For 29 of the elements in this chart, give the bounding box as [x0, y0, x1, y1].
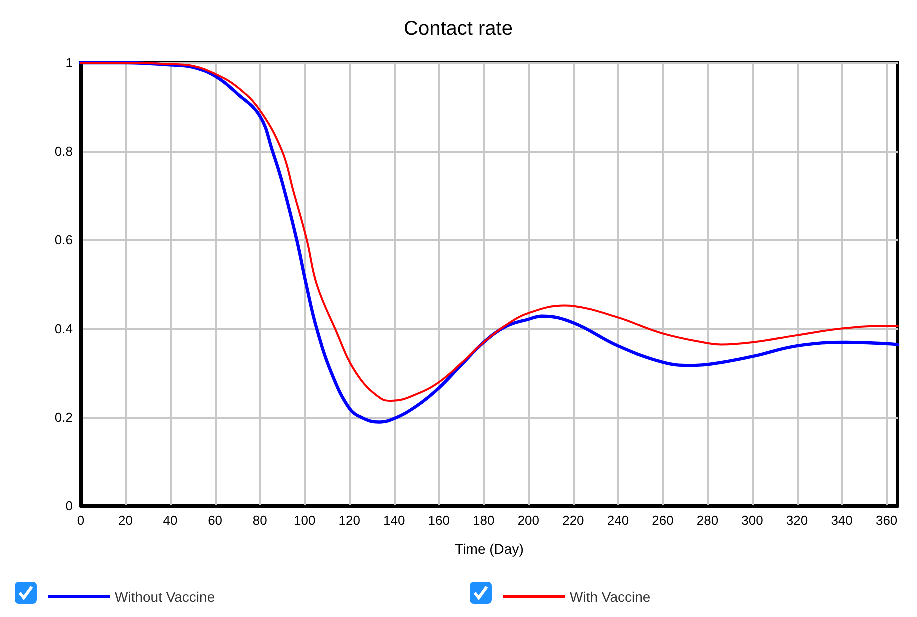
- x-tick-label: 20: [118, 513, 133, 528]
- legend-label: With Vaccine: [570, 589, 651, 605]
- x-tick-label: 260: [652, 513, 674, 528]
- x-tick-label: 280: [696, 513, 719, 528]
- x-tick-label: 80: [252, 513, 268, 528]
- x-tick-label: 240: [607, 513, 630, 528]
- x-tick-label: 360: [876, 513, 898, 528]
- x-tick-label: 340: [831, 513, 853, 528]
- x-tick-label: 60: [208, 513, 223, 528]
- y-tick-label: 0.2: [54, 410, 73, 425]
- x-tick-label: 100: [294, 513, 316, 528]
- y-tick-label: 0.8: [54, 144, 73, 160]
- x-tick-label: 160: [428, 513, 450, 528]
- x-tick-label: 40: [163, 513, 178, 528]
- y-tick-label: 0.4: [54, 321, 73, 336]
- x-tick-label: 320: [786, 513, 808, 528]
- chart-title: Contact rate: [404, 18, 513, 40]
- y-tick-label: 1: [66, 56, 73, 70]
- x-tick-label: 120: [338, 513, 360, 528]
- legend-label: Without Vaccine: [115, 589, 216, 605]
- x-tick-label: 0: [77, 513, 85, 528]
- x-axis-title: Time (Day): [455, 541, 524, 557]
- x-tick-label: 200: [518, 513, 540, 528]
- x-tick-label: 180: [473, 513, 495, 528]
- x-tick-label: 220: [562, 513, 584, 528]
- y-tick-label: 0.6: [54, 232, 73, 248]
- y-tick-label: 0: [66, 498, 73, 514]
- x-tick-label: 300: [742, 513, 764, 528]
- x-tick-label: 140: [384, 513, 406, 528]
